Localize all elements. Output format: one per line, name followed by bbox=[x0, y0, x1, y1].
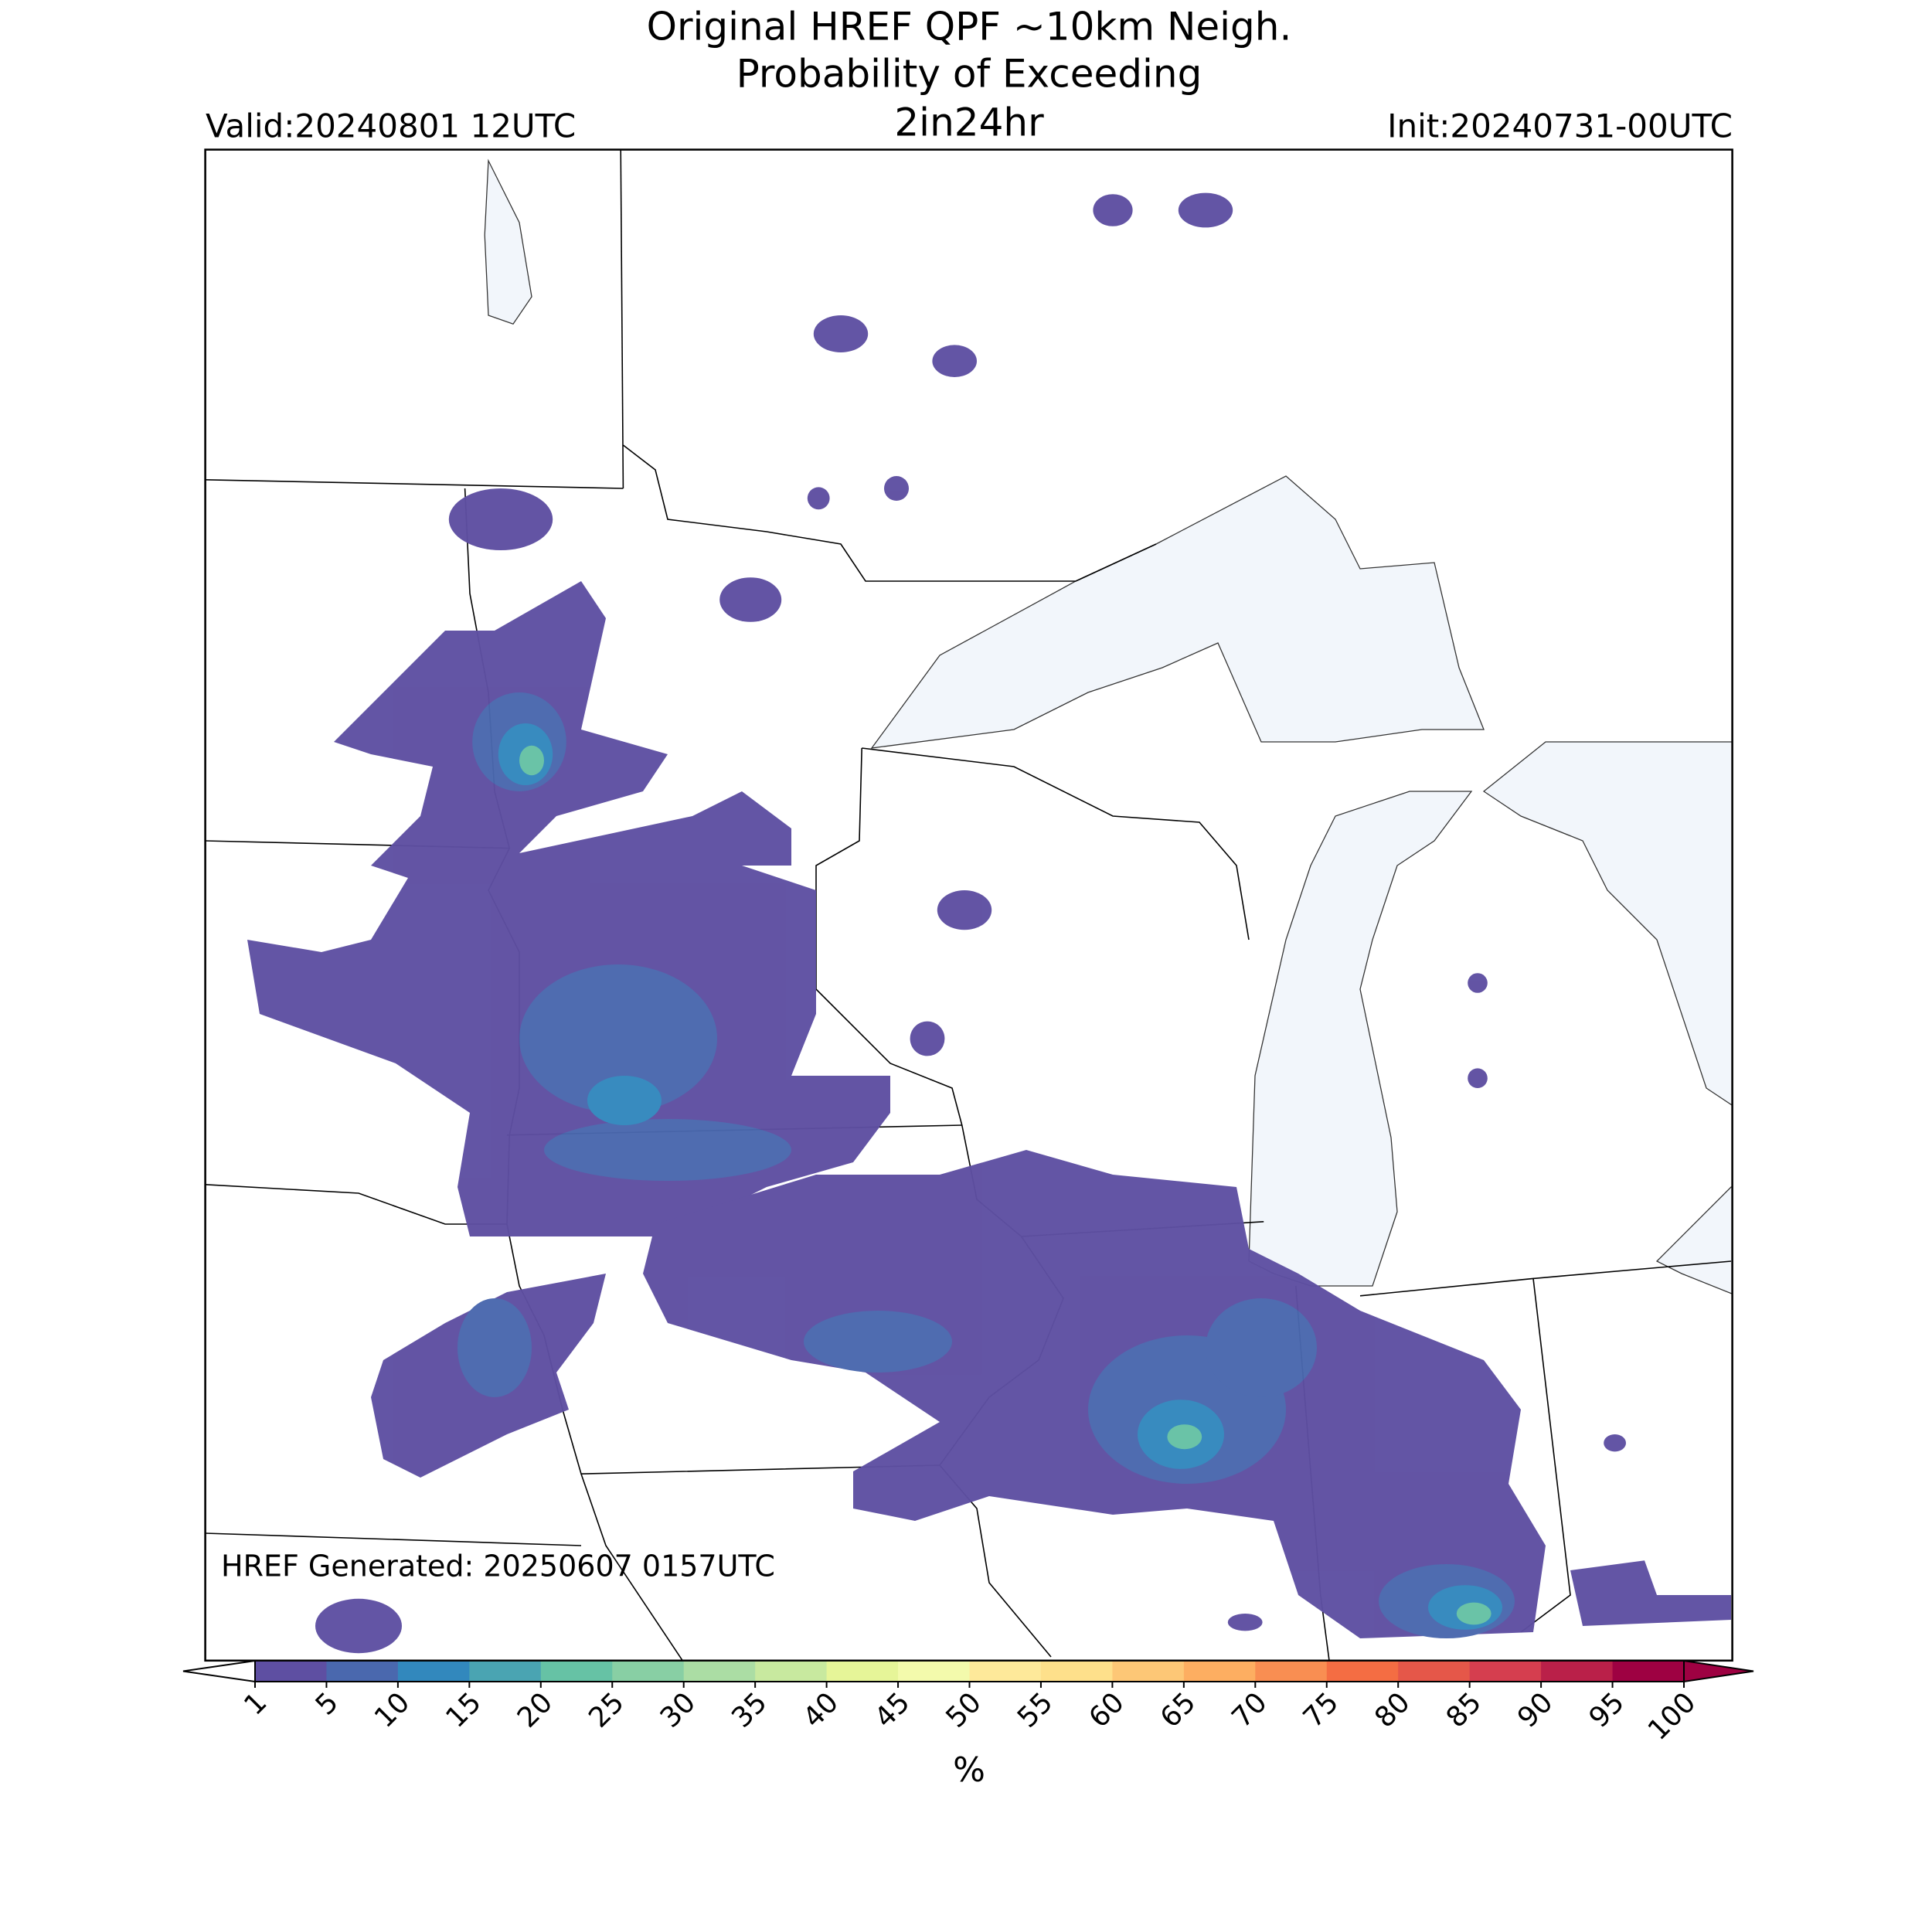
lake-michigan bbox=[1248, 791, 1473, 1287]
precip-area bbox=[884, 476, 909, 501]
colorbar-tick-label: 85 bbox=[1440, 1686, 1488, 1733]
colorbar-bin bbox=[898, 1661, 970, 1682]
precip-field bbox=[247, 192, 1731, 1654]
colorbar-tick-label: 95 bbox=[1583, 1686, 1631, 1733]
colorbar-bin bbox=[255, 1661, 327, 1682]
precip-area bbox=[544, 1119, 791, 1181]
init-time: Init:20240731-00UTC bbox=[1387, 107, 1733, 145]
colorbar-bin bbox=[1469, 1661, 1542, 1682]
precip-area bbox=[587, 1076, 662, 1125]
colorbar-bin bbox=[1398, 1661, 1471, 1682]
colorbar-bin bbox=[1255, 1661, 1328, 1682]
colorbar-tick-label: 30 bbox=[655, 1686, 702, 1733]
precip-area bbox=[1178, 192, 1233, 228]
precip-area bbox=[457, 1298, 532, 1397]
colorbar-bin bbox=[1183, 1661, 1256, 1682]
colorbar-tick-label: 55 bbox=[1012, 1686, 1059, 1733]
lake-huron bbox=[1482, 741, 1733, 1107]
colorbar-tick-label: 15 bbox=[440, 1686, 487, 1733]
border bbox=[1532, 1260, 1732, 1280]
border bbox=[620, 149, 624, 489]
colorbar-tick-label: 60 bbox=[1083, 1686, 1130, 1733]
colorbar-tick-label: 1 bbox=[238, 1686, 273, 1721]
colorbar-bin bbox=[969, 1661, 1042, 1682]
precip-area bbox=[519, 964, 717, 1113]
colorbar-bin bbox=[1326, 1661, 1399, 1682]
colorbar-tick-label: 75 bbox=[1298, 1686, 1345, 1733]
colorbar-tick-label: 35 bbox=[726, 1686, 773, 1733]
precip-area bbox=[1206, 1298, 1317, 1397]
precip-area bbox=[1468, 973, 1488, 993]
precip-area bbox=[804, 1311, 952, 1372]
colorbar-tick-label: 100 bbox=[1642, 1686, 1702, 1747]
precip-area bbox=[1227, 1614, 1263, 1631]
colorbar-under bbox=[182, 1659, 256, 1683]
precip-area bbox=[519, 745, 544, 776]
colorbar-tick-label: 20 bbox=[512, 1686, 559, 1733]
precip-area bbox=[937, 890, 992, 930]
colorbar-tick-label: 10 bbox=[369, 1686, 416, 1733]
border bbox=[622, 444, 1157, 582]
precip-area bbox=[910, 1021, 945, 1056]
precip-area bbox=[1093, 194, 1133, 226]
colorbar-bin bbox=[1541, 1661, 1614, 1682]
colorbar-tick-label: 40 bbox=[798, 1686, 845, 1733]
precip-area bbox=[807, 487, 830, 510]
colorbar-bin bbox=[397, 1661, 470, 1682]
colorbar-bin bbox=[612, 1661, 685, 1682]
colorbar-bin bbox=[540, 1661, 613, 1682]
colorbar-tick-label: 70 bbox=[1226, 1686, 1273, 1733]
precip-area bbox=[1570, 1560, 1731, 1626]
colorbar-bin bbox=[826, 1661, 899, 1682]
colorbar-bin bbox=[1612, 1661, 1685, 1682]
valid-time: Valid:20240801 12UTC bbox=[206, 107, 576, 145]
border bbox=[862, 747, 1250, 940]
colorbar: 1 5 10 15 20 25 30 35 40 45 50 55 60 65 70 75 80 85 90 95 10… bbox=[182, 1659, 1754, 1747]
precip-area bbox=[1468, 1068, 1488, 1088]
colorbar-over bbox=[1683, 1659, 1754, 1683]
map-layers bbox=[205, 149, 1733, 1661]
precip-area bbox=[1167, 1424, 1202, 1450]
colorbar-bin bbox=[469, 1661, 542, 1682]
border bbox=[1359, 1277, 1571, 1633]
colorbar-bin bbox=[1040, 1661, 1113, 1682]
colorbar-tick-label: 50 bbox=[940, 1686, 988, 1733]
colorbar-tick-label: 45 bbox=[869, 1686, 916, 1733]
colorbar-bin bbox=[326, 1661, 399, 1682]
border bbox=[205, 1532, 582, 1546]
precip-area bbox=[813, 315, 869, 352]
precip-area bbox=[315, 1598, 402, 1654]
colorbar-label: % bbox=[953, 1750, 985, 1790]
colorbar-bin bbox=[1112, 1661, 1185, 1682]
border bbox=[580, 1464, 1052, 1658]
lake-erie bbox=[1655, 1186, 1733, 1294]
colorbar-tick-label: 25 bbox=[583, 1686, 630, 1733]
title-line: 2in24hr bbox=[894, 100, 1044, 145]
colorbar-tick-label: 5 bbox=[310, 1686, 345, 1721]
precip-area bbox=[247, 581, 890, 1236]
precip-area bbox=[932, 345, 977, 377]
precip-area bbox=[448, 488, 553, 550]
precip-area bbox=[719, 577, 782, 622]
lake-winnipeg bbox=[484, 158, 532, 325]
colorbar-tick-label: 80 bbox=[1369, 1686, 1416, 1733]
colorbar-bin bbox=[755, 1661, 828, 1682]
title-line: Probability of Exceeding bbox=[736, 52, 1202, 97]
generated-time: HREF Generated: 20250607 0157UTC bbox=[221, 1549, 775, 1583]
precip-area bbox=[1604, 1434, 1626, 1452]
title-line: Original HREF QPF ~10km Neigh. bbox=[647, 5, 1292, 49]
colorbar-tick-label: 90 bbox=[1512, 1686, 1559, 1733]
colorbar-tick-label: 65 bbox=[1155, 1686, 1202, 1733]
colorbar-bin bbox=[683, 1661, 756, 1682]
border bbox=[205, 479, 624, 489]
map bbox=[204, 148, 1733, 1662]
precip-area bbox=[1456, 1602, 1492, 1625]
lake-superior bbox=[870, 475, 1485, 749]
